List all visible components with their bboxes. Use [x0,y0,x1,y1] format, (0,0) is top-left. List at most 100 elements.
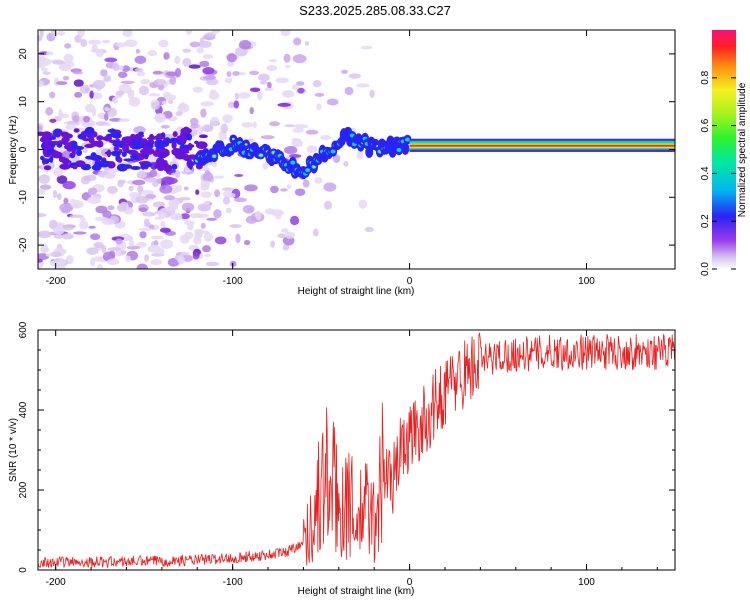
spectrogram-cell [160,124,170,129]
spectrogram-cell [128,185,134,192]
spectrogram-cell [128,239,135,247]
spectrogram-cell [76,149,83,157]
spectrogram-cell [170,212,183,221]
spectrogram-cell [112,62,120,72]
spectrogram-cell [163,164,171,172]
spectrogram-cell [196,47,204,54]
spectrogram-cell [104,173,116,179]
spectrogram-cell [95,49,104,58]
spectrogram-cell [150,235,164,240]
spectrogram-cell [277,102,291,107]
spectrogram-cell [227,101,236,109]
spectrogram-cell [203,232,213,242]
spectrogram-cell [72,164,78,170]
spectrogram-cell [48,219,58,230]
spectrogram-cell [226,71,232,78]
spectrogram-cell [72,141,78,149]
spectrogram-cell [259,154,263,157]
spectrogram-cell [112,168,119,173]
spectrogram-cell [107,205,115,211]
spectrogram-cell [369,89,375,99]
spectrogram-cell [147,136,157,141]
spectrogram-cell [38,213,47,218]
spectrogram-cell [182,58,192,67]
colorbar-tick-label: 0.8 [700,70,711,84]
spectrogram-cell [132,179,146,186]
spectrogram-cell [96,135,104,141]
spectrogram-cell [195,141,208,149]
spectrogram-cell [204,32,216,38]
spectrogram-cell [235,233,241,244]
spectrogram-cell [38,230,52,239]
spectrogram-y-tick-label: 20 [18,48,29,60]
spectrogram-cell [304,41,310,46]
spectrogram-cell [314,177,323,184]
spectrogram-cell [296,81,305,86]
spectrogram-cell [291,84,299,90]
spectrogram-cell [98,160,110,168]
spectrogram-cell [118,83,132,94]
spectrogram-cell [38,54,45,61]
spectrogram-cell [139,231,147,239]
spectrogram-cell [245,215,258,224]
spectrogram-cell [192,86,203,93]
spectrogram-cell [107,161,116,169]
spectrogram-cell [177,254,185,265]
spectrogram-cell [292,127,304,133]
spectrogram-cell [154,141,165,149]
colorbar-label: Normalized spectral amplitude [737,82,748,217]
spectrogram-cell [40,135,53,144]
spectrogram-cell [147,50,158,57]
spectrogram-cell [157,83,165,91]
spectrogram-cell [106,149,111,158]
spectrogram-cell [107,185,118,194]
colorbar-tick-label: 0.0 [700,262,711,276]
spectrogram-cell [175,111,183,117]
spectrogram-cell [202,67,215,75]
spectrogram-cell [117,71,128,79]
spectrogram-cell [138,207,148,212]
spectrogram-cell [107,128,117,133]
spectrogram-cell [176,135,186,141]
spectrogram-cell [181,202,195,212]
spectrogram-cell [356,151,364,160]
spectrogram-cell [104,135,111,142]
spectrogram-cell [135,195,149,204]
spectrogram-cell [249,107,254,115]
spectrogram-cell [171,147,183,156]
spectrogram-cell [341,69,349,74]
spectrogram-band-row [409,150,675,152]
spectrogram-cell [138,131,144,136]
spectrogram-cell [365,146,374,158]
colorbar-gradient [712,30,736,269]
spectrogram-band-row [409,149,675,151]
spectrogram-cell [183,186,189,191]
spectrogram-cell [93,241,104,249]
spectrogram-cell [190,144,195,148]
spectrogram-cell [205,261,220,267]
spectrogram-cell [169,75,177,86]
spectrogram-cell [200,108,207,118]
spectrogram-cell [262,162,269,170]
spectrogram-cell [168,202,179,212]
spectrogram-cell [294,124,309,129]
spectrogram-cell [59,163,71,170]
spectrogram-cell [120,250,127,255]
spectrogram-cell [293,37,302,46]
spectrogram-cell [224,77,233,84]
spectrogram-band-row [409,144,675,146]
spectrogram-cell [143,218,150,226]
spectrogram-cell [133,126,146,134]
spectrogram-cell [136,170,148,179]
spectrogram-cell [121,136,128,144]
spectrogram-y-tick-label: 10 [18,96,29,108]
spectrogram-band-row [409,140,675,142]
spectrogram-cell [162,160,168,166]
spectrogram-cell [45,106,54,116]
spectrogram-cell [130,166,142,170]
spectrogram-cell [280,188,288,192]
spectrogram-cell [72,71,83,75]
spectrogram-cell [232,71,240,77]
spectrogram-cell [258,73,270,82]
